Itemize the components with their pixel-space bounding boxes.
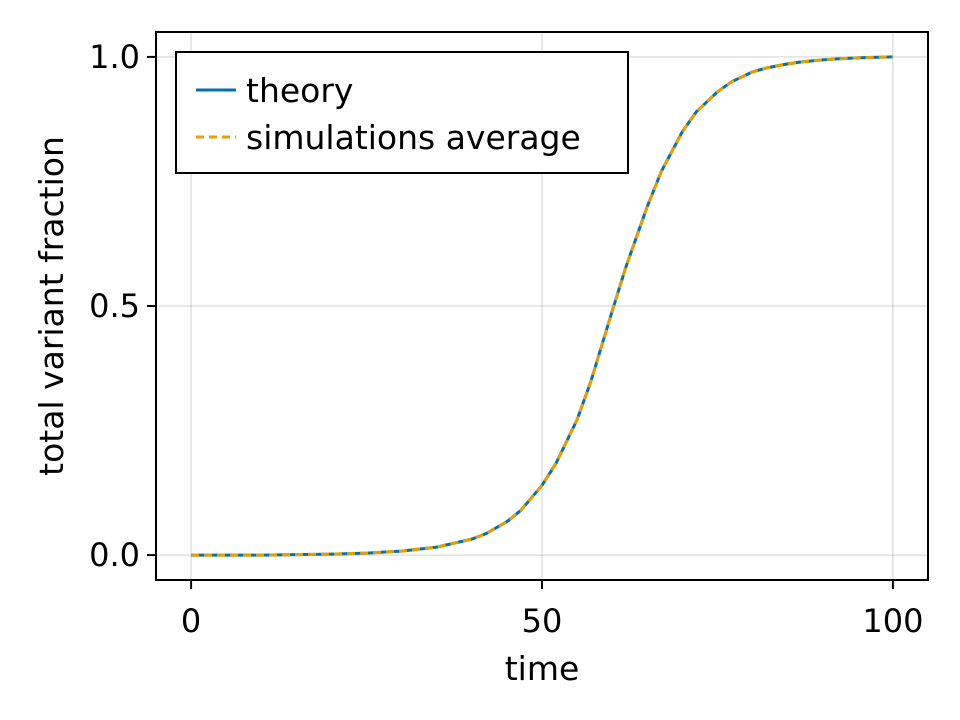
x-tick-label: 0 <box>181 602 201 640</box>
series-line-simulations-average <box>191 55 893 557</box>
axis-ticks: 0 50 100 0.0 0.5 1.0 <box>89 38 923 640</box>
x-tick-label: 100 <box>862 602 923 640</box>
y-tick-label: 0.5 <box>89 287 140 325</box>
legend-label-simulations-average: simulations average <box>246 118 581 157</box>
y-axis-label: total variant fraction <box>32 136 71 476</box>
plot-lines <box>191 55 893 557</box>
x-axis-label: time <box>505 649 580 688</box>
y-tick-label: 0.0 <box>89 536 140 574</box>
y-tick-label: 1.0 <box>89 38 140 76</box>
legend-box <box>175 51 629 174</box>
legend-label-theory: theory <box>246 71 353 110</box>
x-tick-label: 50 <box>522 602 563 640</box>
legend: theory simulations average <box>175 51 629 174</box>
